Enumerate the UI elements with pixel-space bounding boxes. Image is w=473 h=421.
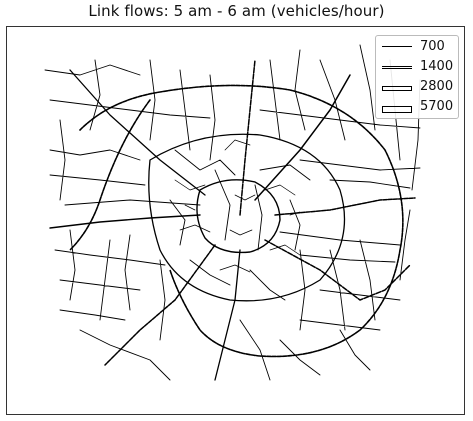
- motorway-north: [239, 59, 256, 216]
- road-network-secondary: [44, 44, 421, 381]
- ring-road-inner: [196, 179, 281, 254]
- ring-road-middle: [148, 133, 346, 302]
- motorway-southwest: [104, 244, 216, 366]
- legend-line-700: [382, 46, 412, 47]
- legend-entry-1400: 1400: [376, 58, 460, 78]
- legend-line-2800: [382, 86, 412, 91]
- road-east-2: [279, 231, 401, 246]
- ring-road-outer: [69, 84, 404, 358]
- legend-label-700: 700: [420, 39, 445, 54]
- road-network-local: [174, 139, 301, 273]
- legend-line-5700: [382, 106, 412, 113]
- motorway-east: [274, 197, 416, 216]
- legend-entry-700: 700: [376, 38, 460, 58]
- map-legend: 700 1400 2800 5700: [375, 35, 459, 119]
- legend-entry-5700: 5700: [376, 98, 460, 118]
- legend-entry-2800: 2800: [376, 78, 460, 98]
- map-title: Link flows: 5 am - 6 am (vehicles/hour): [88, 2, 385, 20]
- legend-label-2800: 2800: [420, 79, 454, 94]
- legend-label-1400: 1400: [420, 59, 454, 74]
- motorway-south: [214, 249, 241, 381]
- legend-line-1400: [382, 66, 412, 69]
- road-west-2: [64, 199, 201, 206]
- legend-label-5700: 5700: [420, 99, 454, 114]
- motorway-northeast: [254, 74, 351, 201]
- motorway-northwest: [69, 69, 206, 196]
- motorway-west: [49, 214, 201, 229]
